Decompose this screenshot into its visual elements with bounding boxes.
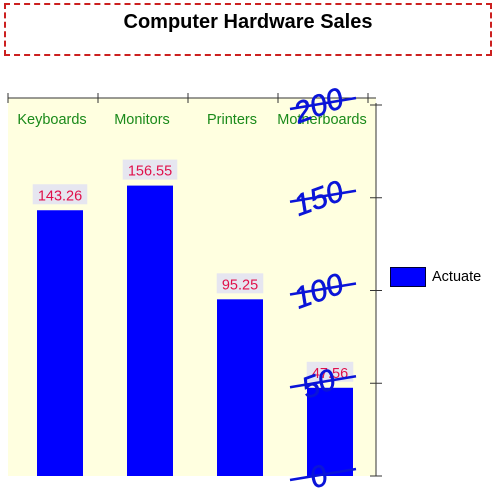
value-label-background [122,159,178,180]
value-label-background [306,361,354,382]
bar [37,210,83,477]
value-label: 143.26 [38,188,82,204]
category-label: Motherboards [277,112,366,128]
tick-strikethrough [289,189,357,203]
bar [127,185,173,477]
bars-layer [37,185,353,477]
bar [217,299,263,476]
tick-strikethrough [289,375,357,389]
chart-title: Computer Hardware Sales [123,11,373,33]
category-label: Keyboards [17,112,86,128]
legend-swatch [390,267,426,287]
category-label: Monitors [114,112,170,128]
chart-title-box: Computer Hardware Sales [4,3,492,56]
value-label: 95.25 [222,277,258,293]
category-label: Printers [207,112,257,128]
value-label-background [32,184,88,205]
value-label: 156.55 [128,164,172,180]
tick-strikethrough [289,96,357,111]
axes-layer [7,93,382,477]
value-label: 47.56 [312,366,348,382]
tick-strikethrough [289,467,357,482]
value-label-background [216,273,264,294]
legend-label: Actuate [432,269,482,285]
tick-strikethrough [289,282,357,296]
bar [307,387,353,476]
legend: Actuate [390,267,481,287]
